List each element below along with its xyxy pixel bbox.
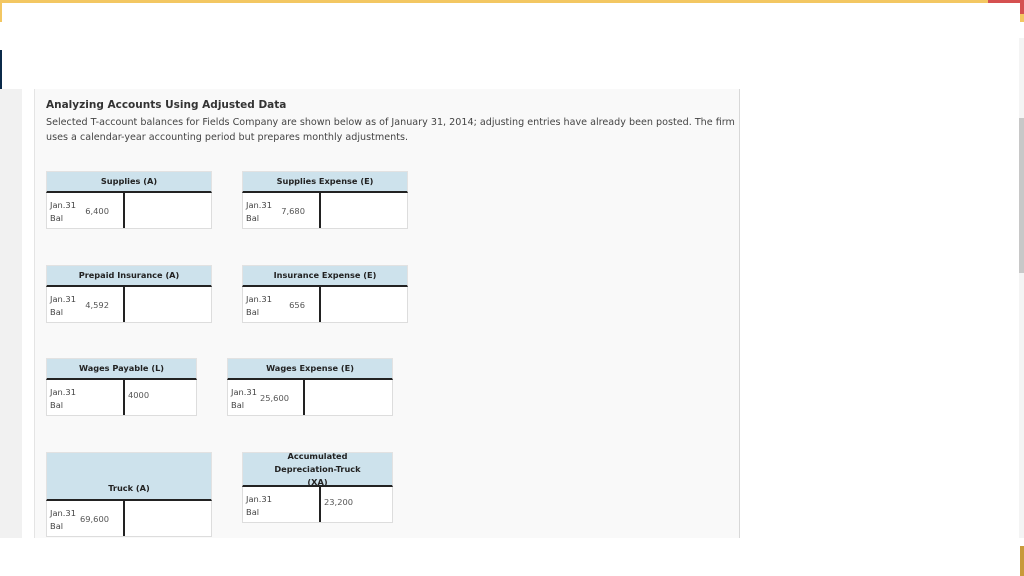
t-account: Prepaid Insurance (A) Jan.31 Bal 4,592 bbox=[46, 265, 212, 323]
t-divider bbox=[123, 193, 125, 228]
problem-title: Analyzing Accounts Using Adjusted Data bbox=[46, 99, 287, 111]
balance-value: 25,600 bbox=[259, 393, 289, 403]
t-divider bbox=[123, 501, 125, 536]
balance-value: 4000 bbox=[128, 390, 150, 400]
scrollbar[interactable] bbox=[1019, 38, 1024, 538]
t-account-body: Jan.31 Bal 6,400 bbox=[46, 193, 212, 229]
entry-label: Jan.31 Bal bbox=[246, 200, 272, 223]
t-account: Wages Expense (E) Jan.31 Bal 25,600 bbox=[227, 358, 393, 416]
entry-label: Jan.31 Bal bbox=[231, 387, 257, 410]
entry-label: Jan.31 Bal bbox=[246, 494, 272, 517]
scrollbar-thumb[interactable] bbox=[1019, 118, 1024, 273]
t-account-title: Wages Payable (L) bbox=[46, 358, 197, 380]
t-divider bbox=[123, 380, 125, 415]
entry-label: Jan.31 Bal bbox=[50, 508, 76, 531]
t-account-title: Prepaid Insurance (A) bbox=[46, 265, 212, 287]
entry-label: Jan.31 Bal bbox=[246, 294, 272, 317]
balance-value: 656 bbox=[289, 300, 305, 310]
header-area bbox=[2, 3, 1020, 90]
entry-label: Jan.31 Bal bbox=[50, 294, 76, 317]
t-account: Accumulated Depreciation-Truck (XA) Jan.… bbox=[242, 451, 393, 523]
problem-description: Selected T-account balances for Fields C… bbox=[46, 117, 735, 143]
t-divider bbox=[303, 380, 305, 415]
t-account: Supplies Expense (E) Jan.31 Bal 7,680 bbox=[242, 171, 408, 229]
t-account-body: Jan.31 Bal 7,680 bbox=[242, 193, 408, 229]
t-divider bbox=[319, 287, 321, 322]
t-account-title: Accumulated Depreciation-Truck (XA) bbox=[242, 451, 393, 487]
entry-label: Jan.31 Bal bbox=[50, 387, 76, 410]
t-account: Truck (A) Jan.31 Bal 69,600 bbox=[46, 452, 212, 537]
t-account: Insurance Expense (E) Jan.31 Bal 656 bbox=[242, 265, 408, 323]
balance-value: 4,592 bbox=[85, 300, 109, 310]
t-account-body: Jan.31 Bal 4,592 bbox=[46, 287, 212, 323]
balance-value: 6,400 bbox=[85, 206, 109, 216]
t-divider bbox=[319, 487, 321, 522]
nav-accent bbox=[0, 50, 2, 90]
t-account: Supplies (A) Jan.31 Bal 6,400 bbox=[46, 171, 212, 229]
t-account-title: Wages Expense (E) bbox=[227, 358, 393, 380]
t-account-body: Jan.31 Bal 656 bbox=[242, 287, 408, 323]
t-account: Wages Payable (L) Jan.31 Bal 4000 bbox=[46, 358, 197, 416]
t-account-title: Truck (A) bbox=[46, 452, 212, 501]
t-divider bbox=[319, 193, 321, 228]
left-gutter bbox=[0, 89, 22, 538]
t-divider bbox=[123, 287, 125, 322]
balance-value: 23,200 bbox=[324, 497, 354, 507]
t-account-body: Jan.31 Bal 23,200 bbox=[242, 487, 393, 523]
t-account-title: Supplies Expense (E) bbox=[242, 171, 408, 193]
t-account-title: Supplies (A) bbox=[46, 171, 212, 193]
balance-value: 7,680 bbox=[281, 206, 305, 216]
t-account-body: Jan.31 Bal 69,600 bbox=[46, 501, 212, 537]
balance-value: 69,600 bbox=[79, 514, 109, 524]
entry-label: Jan.31 Bal bbox=[50, 200, 76, 223]
corner-accent bbox=[1020, 546, 1024, 576]
t-account-title: Insurance Expense (E) bbox=[242, 265, 408, 287]
t-account-body: Jan.31 Bal 25,600 bbox=[227, 380, 393, 416]
t-account-body: Jan.31 Bal 4000 bbox=[46, 380, 197, 416]
